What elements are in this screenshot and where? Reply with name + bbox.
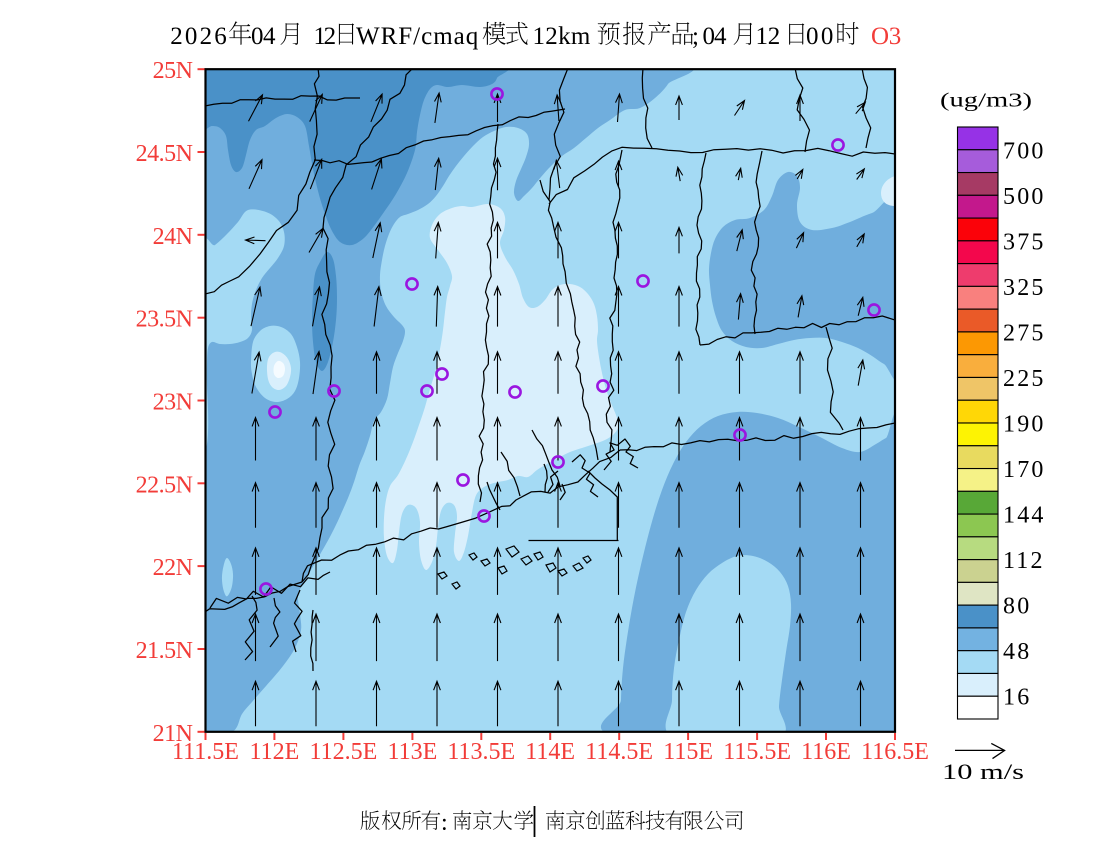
svg-text:325: 325 — [1003, 275, 1046, 301]
svg-text:116.5E: 116.5E — [861, 739, 929, 765]
svg-text:112E: 112E — [250, 739, 300, 765]
svg-text:22.5N: 22.5N — [136, 472, 193, 498]
svg-text:113.5E: 113.5E — [447, 739, 515, 765]
svg-text:114E: 114E — [525, 739, 575, 765]
svg-text:111.5E: 111.5E — [172, 739, 239, 765]
svg-text:115.5E: 115.5E — [723, 739, 791, 765]
svg-text:23N: 23N — [153, 390, 193, 416]
svg-text:22N: 22N — [153, 555, 193, 581]
svg-text:00: 00 — [806, 23, 836, 50]
svg-text:48: 48 — [1003, 639, 1031, 665]
svg-text:12: 12 — [756, 23, 781, 50]
svg-text:WRF/cmaq: WRF/cmaq — [356, 23, 479, 50]
svg-text:21.5N: 21.5N — [136, 638, 193, 664]
svg-text::: : — [441, 810, 448, 836]
svg-text:;: ; — [692, 23, 699, 50]
svg-text:04: 04 — [703, 23, 728, 50]
svg-text:80: 80 — [1003, 594, 1031, 620]
svg-text:112: 112 — [1003, 548, 1045, 574]
svg-text:23.5N: 23.5N — [136, 307, 193, 333]
svg-text:500: 500 — [1003, 184, 1046, 210]
svg-text:170: 170 — [1003, 457, 1046, 483]
svg-text:10 m/s: 10 m/s — [942, 759, 1024, 784]
svg-text:114.5E: 114.5E — [585, 739, 653, 765]
svg-text:25N: 25N — [153, 58, 193, 84]
svg-text:116E: 116E — [801, 739, 851, 765]
svg-text:144: 144 — [1003, 503, 1046, 529]
svg-text:113E: 113E — [388, 739, 438, 765]
svg-text:12km: 12km — [533, 23, 591, 50]
svg-text:190: 190 — [1003, 412, 1046, 438]
svg-text:16: 16 — [1003, 685, 1031, 711]
svg-text:375: 375 — [1003, 229, 1046, 255]
svg-text:24N: 24N — [153, 224, 193, 250]
svg-text:21N: 21N — [153, 721, 193, 747]
svg-text:12: 12 — [314, 23, 336, 50]
svg-text:O3: O3 — [871, 23, 901, 50]
svg-text:700: 700 — [1003, 138, 1046, 164]
svg-text:275: 275 — [1003, 320, 1046, 346]
svg-text:225: 225 — [1003, 366, 1046, 392]
svg-text:2026: 2026 — [170, 23, 229, 50]
svg-text:04: 04 — [251, 23, 276, 50]
svg-text:(ug/m3): (ug/m3) — [940, 90, 1032, 112]
svg-text:115E: 115E — [663, 739, 713, 765]
svg-text:24.5N: 24.5N — [136, 141, 193, 167]
svg-text:112.5E: 112.5E — [310, 739, 378, 765]
